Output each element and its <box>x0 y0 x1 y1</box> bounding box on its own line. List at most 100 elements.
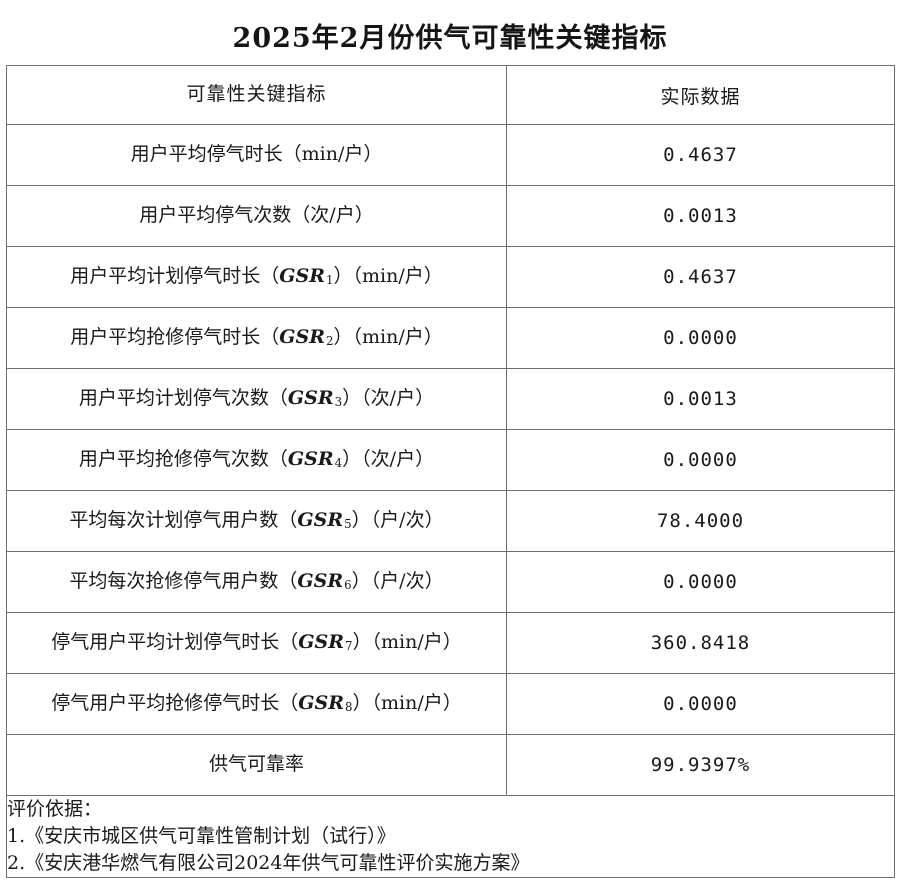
metric-value-cell: 0.4637 <box>506 246 895 308</box>
footnotes-cell: 评价依据： 1.《安庆市城区供气可靠性管制计划（试行）》 2.《安庆港华燃气有限公司… <box>6 795 895 878</box>
gsr-symbol: GSR6 <box>297 570 351 594</box>
metric-name-suffix: ）（min/户） <box>352 631 462 654</box>
footnote-item: 1.《安庆市城区供气可靠性管制计划（试行）》 <box>7 824 396 847</box>
metrics-table: 可靠性关键指标 实际数据 用户平均停气时长（min/户） 0.4637 用户平均停气次数… <box>6 65 895 878</box>
metric-name-cell: 平均每次抢修停气用户数（ GSR6 ）（户/次） <box>6 551 507 613</box>
metric-name-prefix: 停气用户平均抢修停气时长（ <box>51 692 299 715</box>
gsr-subscript: 7 <box>345 639 353 654</box>
metric-value-cell: 78.4000 <box>506 490 895 552</box>
metric-name-suffix: ）（min/户） <box>352 692 462 715</box>
column-header-value: 实际数据 <box>506 65 895 125</box>
gsr-subscript: 5 <box>344 517 352 532</box>
gsr-symbol: GSR5 <box>297 509 351 533</box>
metric-name-cell: 用户平均抢修停气次数（ GSR4 ）（次/户） <box>6 429 507 491</box>
metric-name-label: 供气可靠率 <box>7 735 506 795</box>
table-row: 用户平均停气时长（min/户） 0.4637 <box>6 124 895 186</box>
metric-name-cell: 平均每次计划停气用户数（ GSR5 ）（户/次） <box>6 490 507 552</box>
footnote-item: 2.《安庆港华燃气有限公司2024年供气可靠性评价实施方案》 <box>7 851 530 874</box>
metric-value-cell: 0.0000 <box>506 429 895 491</box>
gsr-symbol: GSR2 <box>279 326 333 350</box>
gsr-subscript: 1 <box>326 273 334 288</box>
table-row: 用户平均抢修停气时长（ GSR2 ）（min/户） 0.0000 <box>6 307 895 369</box>
metric-name-cell: 用户平均抢修停气时长（ GSR2 ）（min/户） <box>6 307 507 369</box>
table-row: 平均每次计划停气用户数（ GSR5 ）（户/次） 78.4000 <box>6 490 895 552</box>
metric-name-prefix: 用户平均计划停气时长（ <box>70 265 280 288</box>
metric-value-cell: 0.0013 <box>506 368 895 430</box>
metric-name-prefix: 平均每次抢修停气用户数（ <box>69 570 298 593</box>
metric-value-cell: 0.0000 <box>506 551 895 613</box>
gsr-subscript: 2 <box>326 334 334 349</box>
gsr-symbol-text: GSR <box>297 509 344 532</box>
metric-name-suffix: ）（次/户） <box>342 448 435 471</box>
metric-value: 0.0000 <box>663 327 738 349</box>
gsr-subscript: 6 <box>344 578 352 593</box>
metric-name-label: 停气用户平均计划停气时长（ GSR7 ）（min/户） <box>7 613 506 673</box>
metric-value-cell: 0.0000 <box>506 307 895 369</box>
metric-name-suffix: ）（min/户） <box>333 265 443 288</box>
gsr-symbol-text: GSR <box>287 448 334 471</box>
metric-name-label: 停气用户平均抢修停气时长（ GSR8 ）（min/户） <box>7 674 506 734</box>
metric-name-label: 用户平均抢修停气次数（ GSR4 ）（次/户） <box>7 430 506 490</box>
table-row: 用户平均计划停气时长（ GSR1 ）（min/户） 0.4637 <box>6 246 895 308</box>
metric-name-cell: 用户平均计划停气次数（ GSR3 ）（次/户） <box>6 368 507 430</box>
metric-value-cell: 0.0013 <box>506 185 895 247</box>
table-row: 平均每次抢修停气用户数（ GSR6 ）（户/次） 0.0000 <box>6 551 895 613</box>
metric-value-cell: 0.0000 <box>506 673 895 735</box>
table-row: 用户平均计划停气次数（ GSR3 ）（次/户） 0.0013 <box>6 368 895 430</box>
metric-name-prefix: 用户平均计划停气次数（ <box>78 387 288 410</box>
metric-value: 0.0000 <box>663 693 738 715</box>
gsr-symbol-text: GSR <box>279 265 326 288</box>
metric-name-prefix: 停气用户平均计划停气时长（ <box>51 631 299 654</box>
metric-name-cell: 供气可靠率 <box>6 734 507 796</box>
metric-name-label: 用户平均停气时长（min/户） <box>7 125 506 185</box>
gsr-symbol: GSR7 <box>298 631 352 655</box>
metric-name-cell: 用户平均计划停气时长（ GSR1 ）（min/户） <box>6 246 507 308</box>
metric-name-prefix: 用户平均停气次数（次/户） <box>139 204 374 227</box>
metric-name-cell: 用户平均停气次数（次/户） <box>6 185 507 247</box>
gsr-symbol-text: GSR <box>298 692 345 715</box>
metric-name-label: 用户平均计划停气时长（ GSR1 ）（min/户） <box>7 247 506 307</box>
metric-name-cell: 停气用户平均抢修停气时长（ GSR8 ）（min/户） <box>6 673 507 735</box>
metric-value: 360.8418 <box>650 632 751 654</box>
metric-name-cell: 停气用户平均计划停气时长（ GSR7 ）（min/户） <box>6 612 507 674</box>
gsr-symbol-text: GSR <box>279 326 326 349</box>
table-row: 停气用户平均计划停气时长（ GSR7 ）（min/户） 360.8418 <box>6 612 895 674</box>
footnotes-heading: 评价依据： <box>7 798 103 820</box>
metrics-table-container: 可靠性关键指标 实际数据 用户平均停气时长（min/户） 0.4637 用户平均停气次数… <box>6 65 895 878</box>
footnotes-row: 评价依据： 1.《安庆市城区供气可靠性管制计划（试行）》 2.《安庆港华燃气有限公司… <box>6 795 895 878</box>
page-title: 2025年2月份供气可靠性关键指标 <box>232 23 668 54</box>
table-row: 用户平均抢修停气次数（ GSR4 ）（次/户） 0.0000 <box>6 429 895 491</box>
metric-name-label: 平均每次抢修停气用户数（ GSR6 ）（户/次） <box>7 552 506 612</box>
gsr-symbol-text: GSR <box>287 387 334 410</box>
metric-name-suffix: ）（min/户） <box>333 326 443 349</box>
metric-name-suffix: ）（户/次） <box>351 509 444 532</box>
table-header-row: 可靠性关键指标 实际数据 <box>6 65 895 125</box>
metrics-table-body: 可靠性关键指标 实际数据 用户平均停气时长（min/户） 0.4637 用户平均停气次数… <box>6 65 895 878</box>
metric-value-cell: 99.9397% <box>506 734 895 796</box>
table-row: 供气可靠率 99.9397% <box>6 734 895 796</box>
table-row: 用户平均停气次数（次/户） 0.0013 <box>6 185 895 247</box>
column-header-metric: 可靠性关键指标 <box>6 65 507 125</box>
metric-name-label: 平均每次计划停气用户数（ GSR5 ）（户/次） <box>7 491 506 551</box>
metric-name-label: 用户平均计划停气次数（ GSR3 ）（次/户） <box>7 369 506 429</box>
gsr-symbol: GSR4 <box>288 448 342 472</box>
metric-value: 0.0013 <box>663 205 738 227</box>
metric-name-label: 用户平均停气次数（次/户） <box>7 186 506 246</box>
metric-name-suffix: ）（次/户） <box>342 387 435 410</box>
gsr-subscript: 4 <box>334 456 343 471</box>
metric-value-cell: 0.4637 <box>506 124 895 186</box>
gsr-symbol: GSR3 <box>288 387 342 411</box>
column-header-metric-label: 可靠性关键指标 <box>186 83 327 106</box>
metric-value: 0.0000 <box>663 571 738 593</box>
metric-value: 0.0013 <box>663 388 738 410</box>
metric-name-prefix: 平均每次计划停气用户数（ <box>69 509 298 532</box>
gsr-symbol-text: GSR <box>298 631 345 654</box>
metric-value: 99.9397% <box>650 754 751 776</box>
metric-name-prefix: 供气可靠率 <box>208 753 304 776</box>
metric-name-label: 用户平均抢修停气时长（ GSR2 ）（min/户） <box>7 308 506 368</box>
metric-name-suffix: ）（户/次） <box>351 570 444 593</box>
metric-name-prefix: 用户平均抢修停气时长（ <box>70 326 280 349</box>
gsr-symbol-text: GSR <box>297 570 344 593</box>
metric-value: 78.4000 <box>656 510 745 532</box>
